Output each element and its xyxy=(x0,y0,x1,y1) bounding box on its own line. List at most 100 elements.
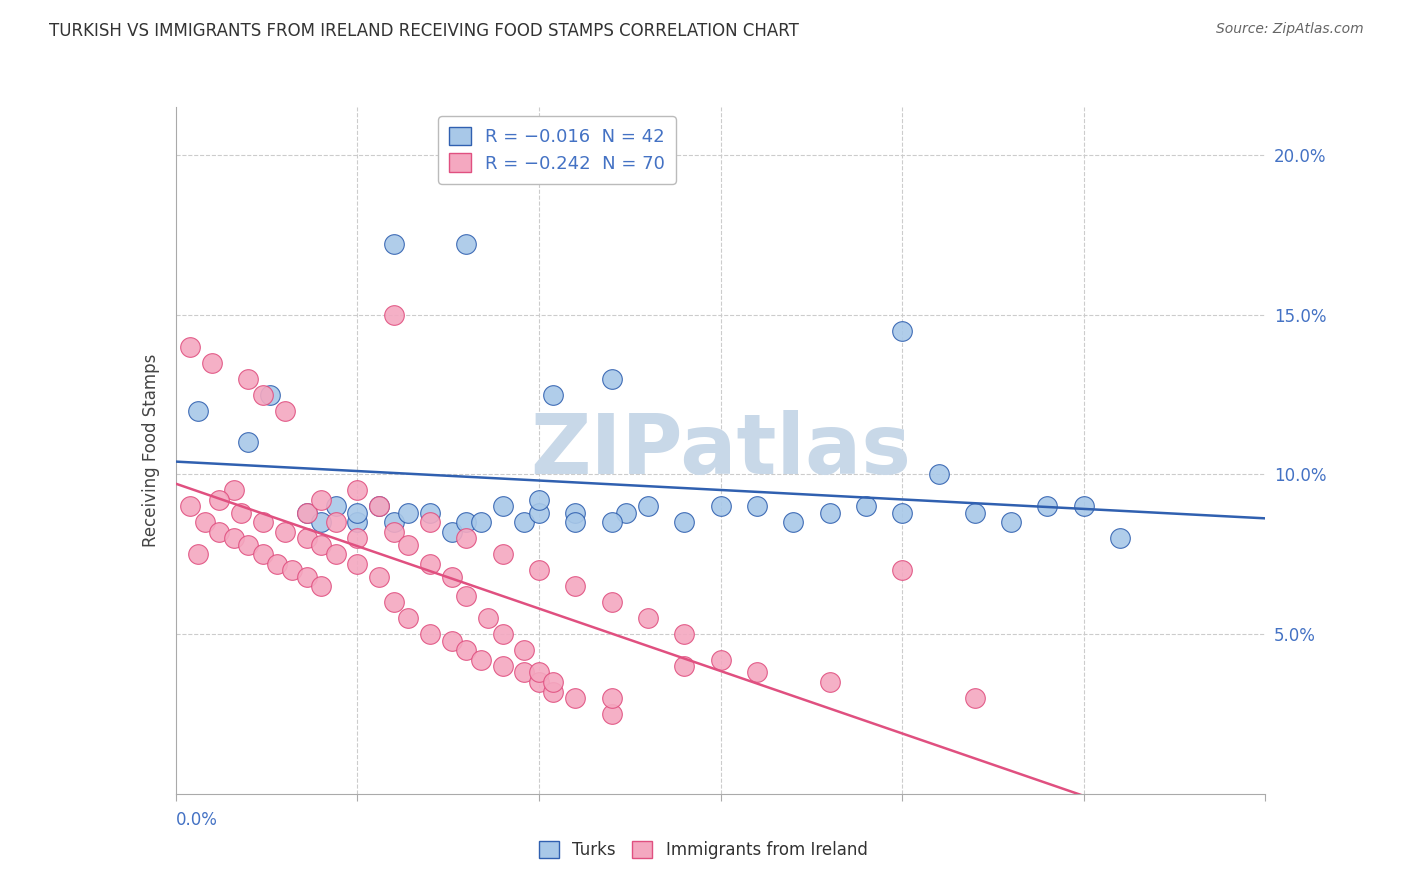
Point xyxy=(963,506,986,520)
Point xyxy=(179,500,201,514)
Point xyxy=(543,684,565,698)
Point xyxy=(440,633,463,648)
Point xyxy=(600,371,623,385)
Point xyxy=(419,516,441,530)
Point xyxy=(309,516,332,530)
Point xyxy=(963,691,986,706)
Point xyxy=(295,569,318,583)
Point xyxy=(382,524,405,539)
Point xyxy=(477,611,499,625)
Point xyxy=(238,371,260,385)
Point xyxy=(782,516,804,530)
Point xyxy=(252,547,274,561)
Point xyxy=(186,403,209,417)
Point xyxy=(891,324,914,338)
Point xyxy=(527,675,550,690)
Point xyxy=(710,653,733,667)
Text: 0.0%: 0.0% xyxy=(176,811,218,829)
Point xyxy=(325,547,347,561)
Point xyxy=(208,493,231,508)
Point xyxy=(440,569,463,583)
Point xyxy=(440,524,463,539)
Point xyxy=(456,516,478,530)
Point xyxy=(325,516,347,530)
Text: ZIPatlas: ZIPatlas xyxy=(530,410,911,491)
Point xyxy=(346,506,368,520)
Point xyxy=(368,500,391,514)
Point xyxy=(456,589,478,603)
Point xyxy=(325,500,347,514)
Point xyxy=(222,531,245,545)
Point xyxy=(513,643,536,657)
Point xyxy=(543,675,565,690)
Point xyxy=(513,516,536,530)
Point xyxy=(637,611,659,625)
Point xyxy=(186,547,209,561)
Point xyxy=(818,675,841,690)
Point xyxy=(238,538,260,552)
Point xyxy=(295,506,318,520)
Point xyxy=(891,506,914,520)
Y-axis label: Receiving Food Stamps: Receiving Food Stamps xyxy=(142,354,160,547)
Point xyxy=(396,538,419,552)
Point xyxy=(309,579,332,593)
Point xyxy=(208,524,231,539)
Point xyxy=(614,506,637,520)
Point xyxy=(527,563,550,577)
Point xyxy=(928,467,950,482)
Point xyxy=(600,706,623,721)
Point xyxy=(309,493,332,508)
Point xyxy=(600,595,623,609)
Point xyxy=(564,579,586,593)
Point xyxy=(382,237,405,252)
Point xyxy=(600,516,623,530)
Point xyxy=(745,500,768,514)
Point xyxy=(673,659,696,673)
Point xyxy=(564,506,586,520)
Point xyxy=(346,483,368,498)
Point xyxy=(295,531,318,545)
Point xyxy=(456,237,478,252)
Point xyxy=(1000,516,1022,530)
Point xyxy=(1073,500,1095,514)
Point xyxy=(419,557,441,571)
Point xyxy=(492,547,515,561)
Point xyxy=(238,435,260,450)
Point xyxy=(179,340,201,354)
Point xyxy=(891,563,914,577)
Point xyxy=(600,691,623,706)
Point xyxy=(222,483,245,498)
Point xyxy=(673,516,696,530)
Point xyxy=(564,691,586,706)
Point xyxy=(396,611,419,625)
Text: TURKISH VS IMMIGRANTS FROM IRELAND RECEIVING FOOD STAMPS CORRELATION CHART: TURKISH VS IMMIGRANTS FROM IRELAND RECEI… xyxy=(49,22,799,40)
Point xyxy=(564,516,586,530)
Text: Source: ZipAtlas.com: Source: ZipAtlas.com xyxy=(1216,22,1364,37)
Point xyxy=(456,531,478,545)
Point xyxy=(527,506,550,520)
Point xyxy=(637,500,659,514)
Legend: R = −0.016  N = 42, R = −0.242  N = 70: R = −0.016 N = 42, R = −0.242 N = 70 xyxy=(439,116,676,184)
Point xyxy=(346,557,368,571)
Point xyxy=(281,563,304,577)
Point xyxy=(396,506,419,520)
Point xyxy=(252,516,274,530)
Point xyxy=(419,627,441,641)
Point xyxy=(231,506,253,520)
Point xyxy=(382,308,405,322)
Point xyxy=(259,387,281,401)
Point xyxy=(274,524,297,539)
Point xyxy=(710,500,733,514)
Point xyxy=(419,506,441,520)
Point xyxy=(492,500,515,514)
Point xyxy=(346,531,368,545)
Point xyxy=(295,506,318,520)
Legend: Turks, Immigrants from Ireland: Turks, Immigrants from Ireland xyxy=(531,834,875,866)
Point xyxy=(513,665,536,680)
Point xyxy=(194,516,217,530)
Point xyxy=(492,627,515,641)
Point xyxy=(346,516,368,530)
Point xyxy=(382,595,405,609)
Point xyxy=(470,653,492,667)
Point xyxy=(543,387,565,401)
